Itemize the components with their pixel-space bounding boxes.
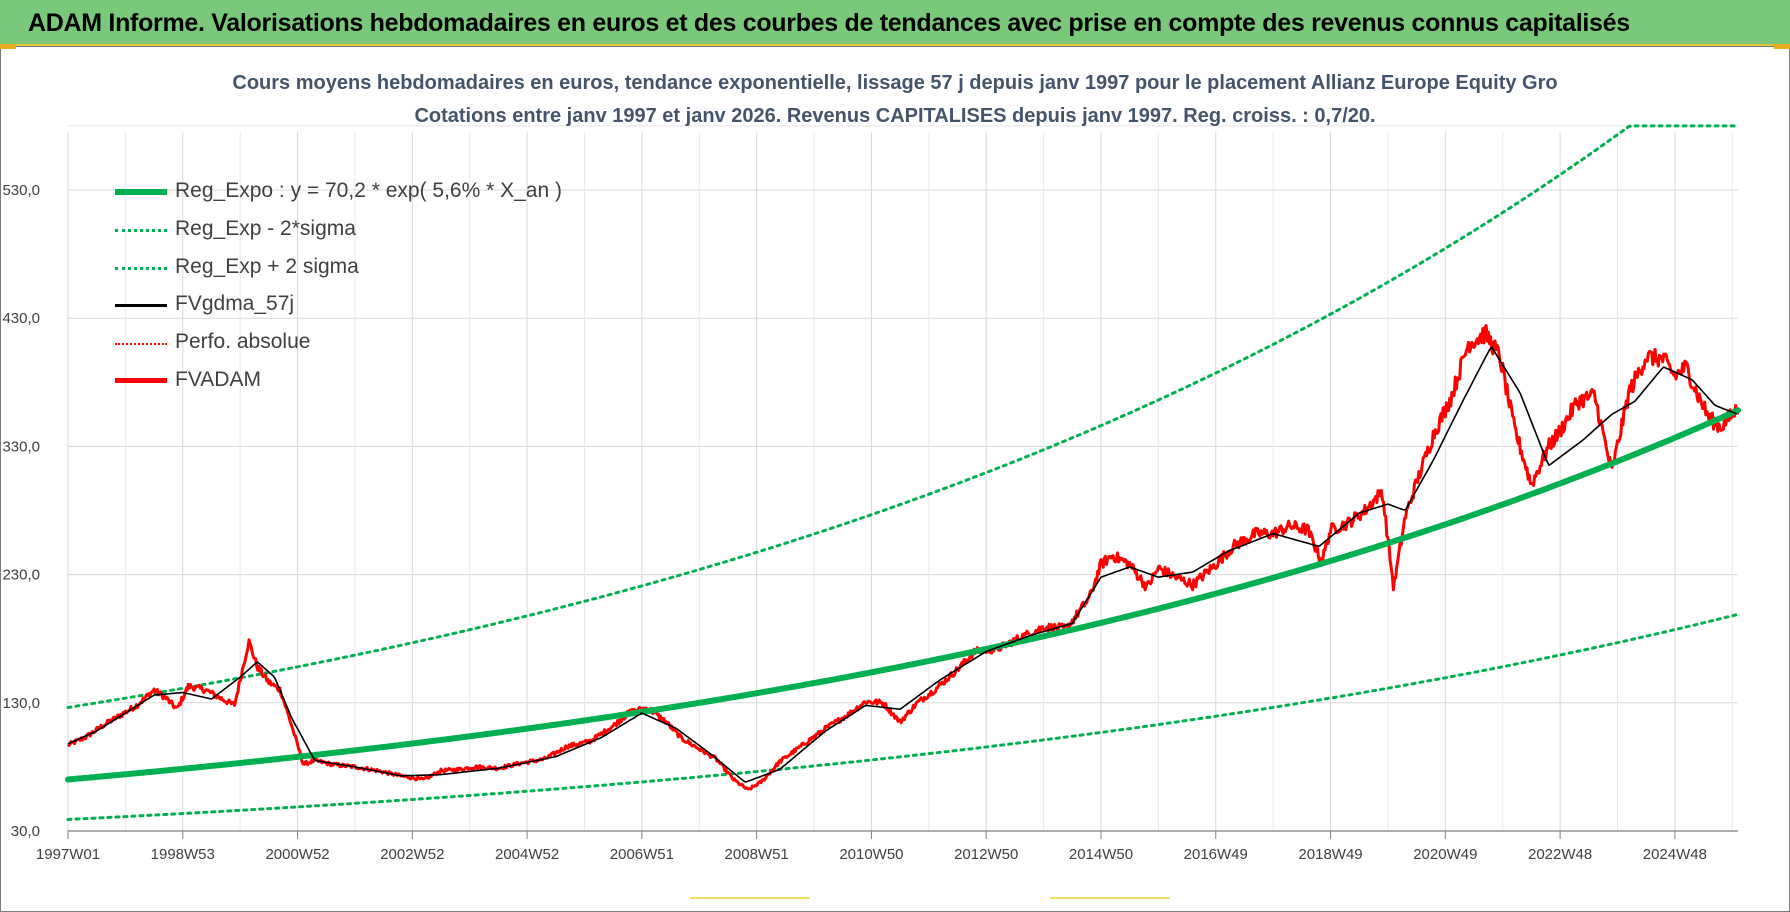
x-tick-label: 2006W51	[610, 846, 674, 863]
legend-swatch-fvgdma	[115, 304, 167, 308]
x-tick-label: 2024W48	[1643, 846, 1707, 863]
y-tick-label: 30,0	[11, 823, 40, 840]
legend-label-reg-expo: Reg_Expo : y = 70,2 * exp( 5,6% * X_an )	[175, 179, 562, 202]
x-tick-label: 2012W50	[954, 846, 1018, 863]
y-tick-label: 230,0	[2, 567, 40, 584]
report-title: ADAM Informe. Valorisations hebdomadaire…	[28, 9, 1630, 37]
legend-swatch-fvadam	[115, 377, 167, 383]
legend-swatch-reg-exp-minus	[115, 228, 167, 232]
x-tick-label: 2016W49	[1184, 846, 1248, 863]
x-tick-label: 2004W52	[495, 846, 559, 863]
x-tick-label: 2020W49	[1413, 846, 1477, 863]
y-tick-label: 430,0	[2, 310, 40, 327]
axes: 30,0 130,0 230,0 330,0 430,0 530,0 1997W01 1998…	[2, 182, 1738, 863]
x-tick-label: 2022W48	[1528, 846, 1592, 863]
series-lines	[65, 124, 1741, 821]
y-tick-label: 330,0	[2, 438, 40, 455]
corner-mark-bottom-left	[690, 897, 810, 899]
x-tick-label: 2002W52	[380, 846, 444, 863]
y-tick-label: 530,0	[2, 182, 40, 199]
legend-swatch-reg-expo	[115, 189, 167, 195]
x-tick-label: 2014W50	[1069, 846, 1133, 863]
legend-label-reg-exp-minus: Reg_Exp - 2*sigma	[175, 216, 356, 240]
x-tick-label: 2000W52	[265, 846, 329, 863]
legend-label-reg-exp-plus: Reg_Exp + 2 sigma	[175, 254, 359, 278]
series-reg-exp-plus	[66, 124, 1740, 709]
x-tick-label: 1997W01	[36, 846, 100, 863]
report-banner: ADAM Informe. Valorisations hebdomadaire…	[0, 0, 1790, 46]
series-fvgdma	[67, 346, 1737, 783]
chart-title: Cours moyens hebdomadaires en euros, ten…	[232, 72, 1558, 94]
y-tick-label: 130,0	[2, 695, 40, 712]
series-fvadam	[66, 324, 1740, 791]
x-tick-label: 2010W50	[839, 846, 903, 863]
series-reg-expo	[65, 407, 1741, 783]
legend-label-fvgdma: FVgdma_57j	[175, 292, 295, 316]
chart-subtitle: Cotations entre janv 1997 et janv 2026. …	[414, 105, 1376, 127]
corner-mark-bottom-right	[1050, 897, 1170, 899]
x-tick-label: 2018W49	[1298, 846, 1362, 863]
x-tick-label: 2008W51	[725, 846, 789, 863]
legend-label-fvadam: FVADAM	[175, 367, 261, 391]
corner-mark-top-right	[1774, 44, 1790, 49]
legend-swatch-reg-exp-plus	[115, 266, 167, 270]
legend-label-perfo-absolue: Perfo. absolue	[175, 330, 311, 354]
legend-swatch-perfo-absolue	[115, 343, 167, 346]
series-reg-exp-minus	[66, 612, 1740, 821]
corner-mark-top-left	[0, 44, 16, 49]
x-tick-label: 1998W53	[151, 846, 215, 863]
